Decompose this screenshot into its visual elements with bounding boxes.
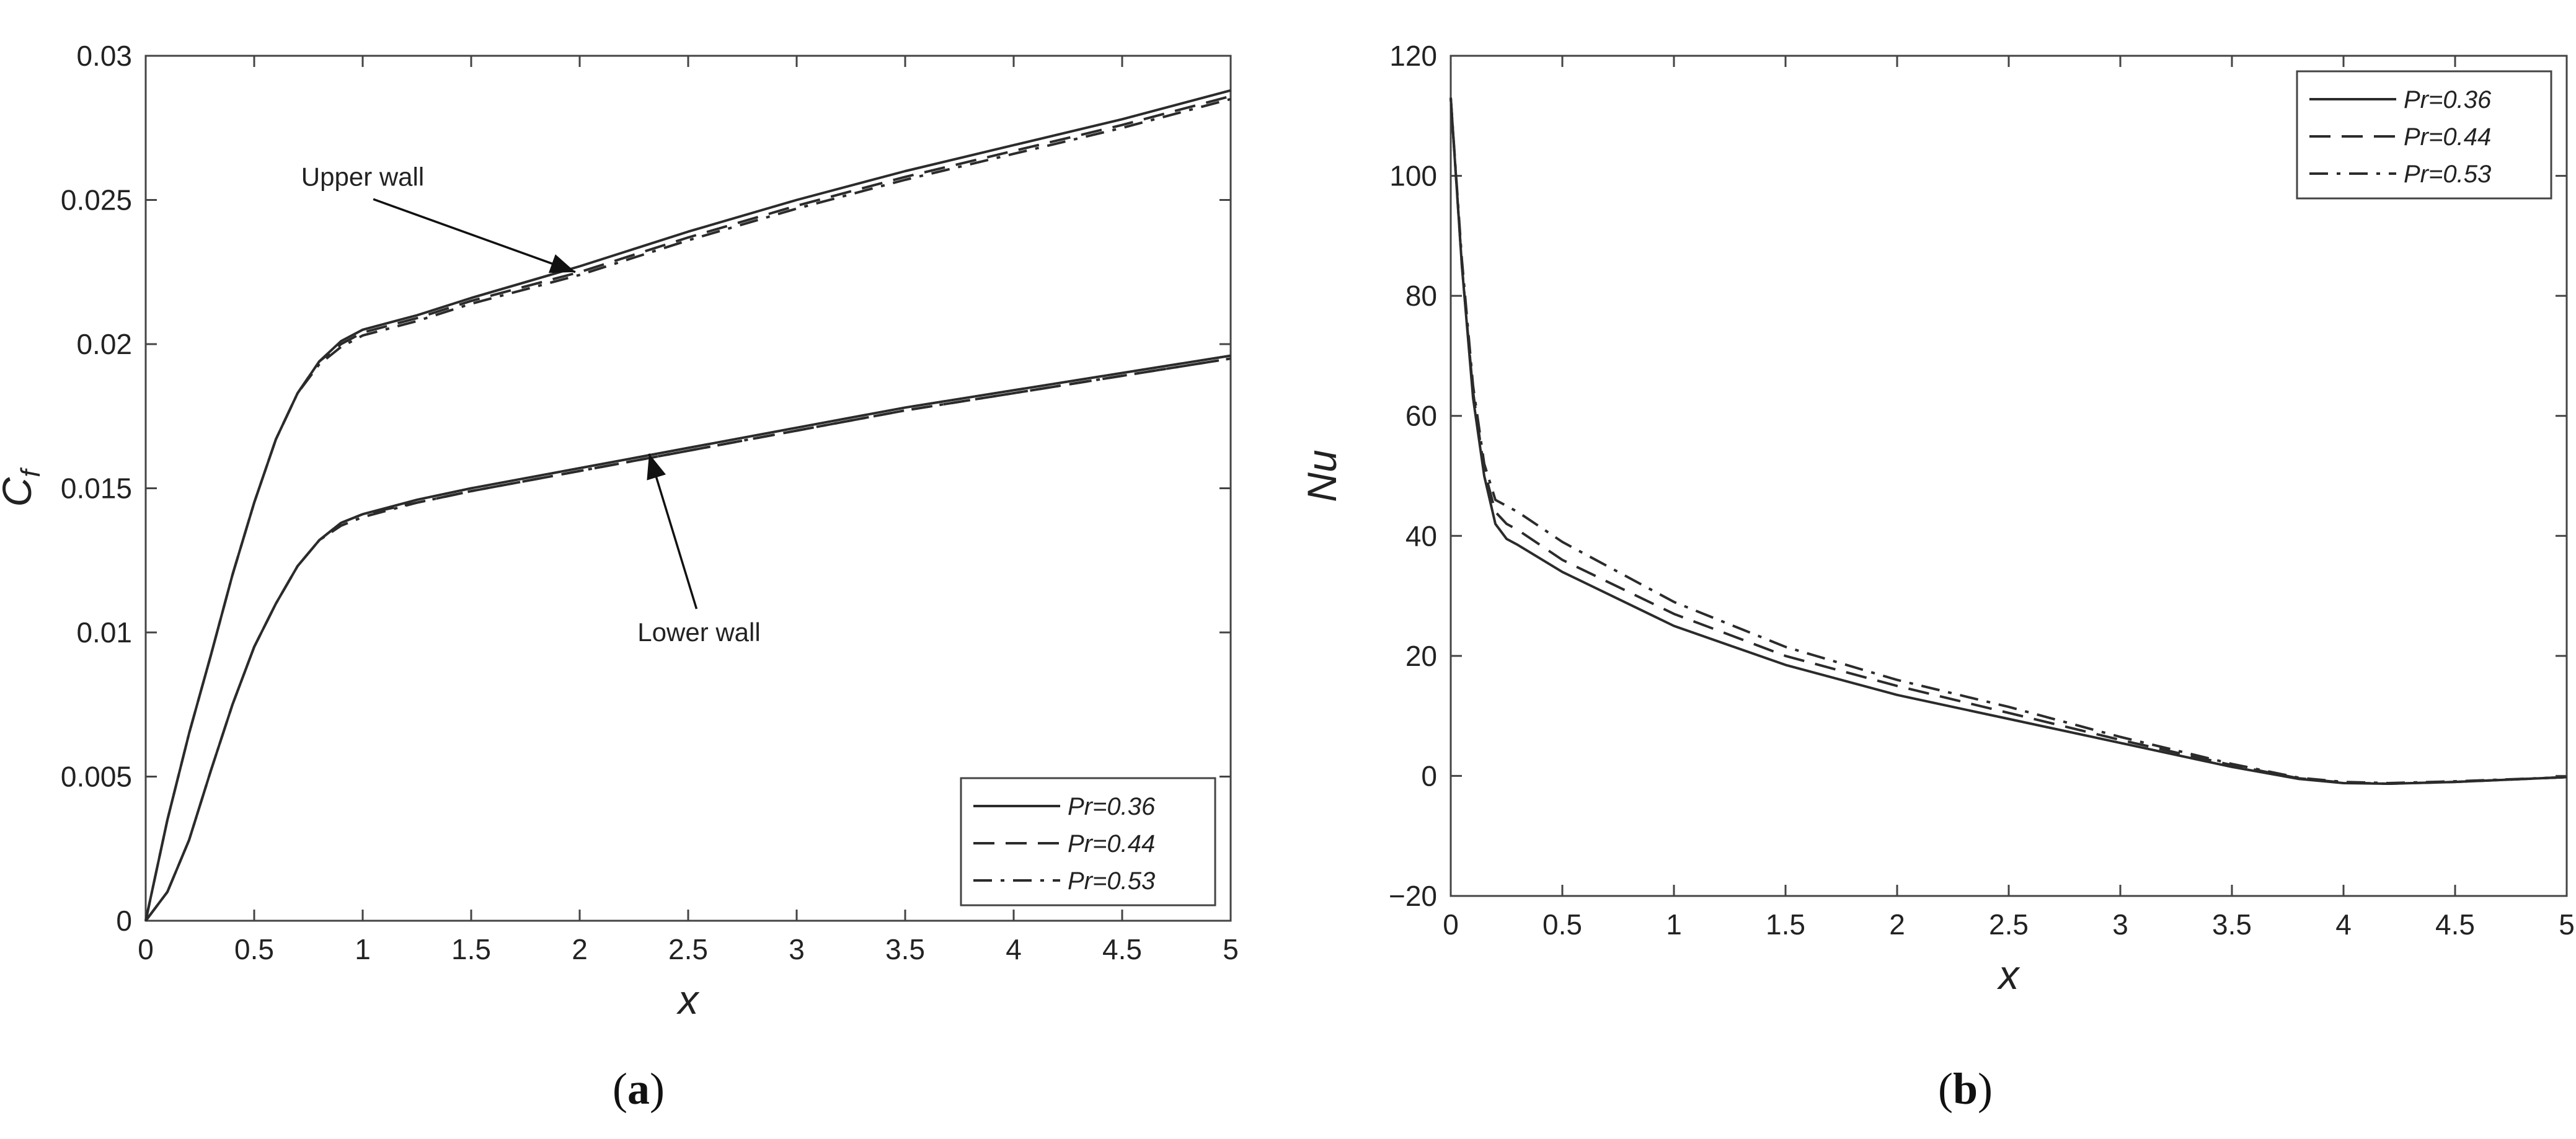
series-line-dashed [1450, 97, 2567, 785]
x-axis-label: x [676, 977, 700, 1022]
annotation-arrow-line [373, 198, 576, 273]
x-tick-label: 3 [2112, 908, 2128, 941]
y-axis-label: Nu [1299, 450, 1345, 502]
x-tick-label: 1.5 [1766, 908, 1805, 941]
legend-label: Pr=0.53 [2404, 161, 2491, 188]
legend-label: Pr=0.36 [1068, 793, 1156, 820]
annotation-arrow-head [647, 453, 666, 481]
x-tick-label: 2 [1889, 908, 1905, 941]
x-tick-label: 0 [1443, 908, 1459, 941]
x-tick-label: 5 [2559, 908, 2575, 941]
legend-label: Pr=0.44 [1068, 830, 1155, 858]
y-tick-label: 0.025 [61, 184, 132, 216]
y-tick-label: 80 [1405, 280, 1437, 312]
x-tick-label: 0.5 [234, 933, 274, 965]
x-tick-label: 3 [789, 933, 805, 965]
chart-panel-b: 0 0.5 1 1.5 2 2.5 3 3.5 4 4.5 5−20020406080100120x… [1299, 40, 2575, 1114]
series-line-dashdot [1450, 97, 2567, 784]
panel-caption-letter: a [627, 1064, 650, 1114]
y-tick-label: 0 [1421, 760, 1437, 792]
legend-label: Pr=0.53 [1068, 867, 1155, 895]
series-line-solid [1450, 97, 2567, 785]
x-tick-label: 2 [572, 933, 588, 965]
x-tick-label: 4.5 [2435, 908, 2475, 941]
x-tick-label: 4 [1006, 933, 1022, 965]
y-tick-label: 60 [1405, 400, 1437, 432]
y-tick-label: −20 [1389, 880, 1437, 912]
y-tick-label: 0.02 [76, 328, 132, 360]
y-axis-label-subscript: f [15, 467, 46, 477]
x-tick-label: 3.5 [885, 933, 925, 965]
y-tick-label: 20 [1405, 640, 1437, 672]
y-tick-label: 0.03 [76, 40, 132, 72]
x-tick-label: 2.5 [1989, 908, 2029, 941]
annotation-arrow-line [648, 453, 698, 609]
series-line-dashed-upper-wall [144, 95, 1231, 921]
x-tick-label: 5 [1223, 933, 1239, 965]
series-line-dashdot-upper-wall [144, 97, 1231, 921]
legend-box [2296, 70, 2552, 200]
x-tick-label: 1.5 [451, 933, 491, 965]
y-tick-label: 0.01 [76, 616, 132, 649]
panel-caption-letter: b [1953, 1064, 1978, 1114]
x-tick-label: 1 [355, 933, 371, 965]
x-tick-label: 3.5 [2212, 908, 2252, 941]
y-tick-label: 0 [116, 905, 132, 937]
x-tick-label: 0 [138, 933, 154, 965]
x-tick-label: 0.5 [1543, 908, 1582, 941]
y-tick-label: 0.015 [61, 472, 132, 505]
y-tick-label: 100 [1389, 160, 1437, 192]
x-tick-label: 1 [1666, 908, 1682, 941]
annotation-label: Lower wall [637, 618, 760, 647]
y-axis-label: Cf [0, 467, 46, 507]
panel-caption: (b) [1938, 1064, 1993, 1114]
y-tick-label: 0.005 [61, 761, 132, 793]
x-tick-label: 4.5 [1102, 933, 1142, 965]
x-tick-label: 2.5 [668, 933, 708, 965]
x-axis-label: x [1997, 952, 2021, 998]
y-tick-label: 40 [1405, 520, 1437, 552]
legend-box [960, 777, 1216, 906]
x-tick-label: 4 [2335, 908, 2352, 941]
annotation-arrow-head [548, 254, 575, 273]
y-tick-label: 120 [1389, 40, 1437, 72]
chart-panel-a: 0 0.5 1 1.5 2 2.5 3 3.5 4 4.5 5 0 0.005 0.01 0.015 0.02… [0, 40, 1239, 1114]
panel-caption: (a) [613, 1064, 665, 1114]
legend-label: Pr=0.36 [2404, 86, 2492, 113]
legend-label: Pr=0.44 [2404, 123, 2491, 151]
series-line-dashdot-lower-wall [144, 357, 1231, 922]
annotation-label: Upper wall [301, 162, 424, 191]
